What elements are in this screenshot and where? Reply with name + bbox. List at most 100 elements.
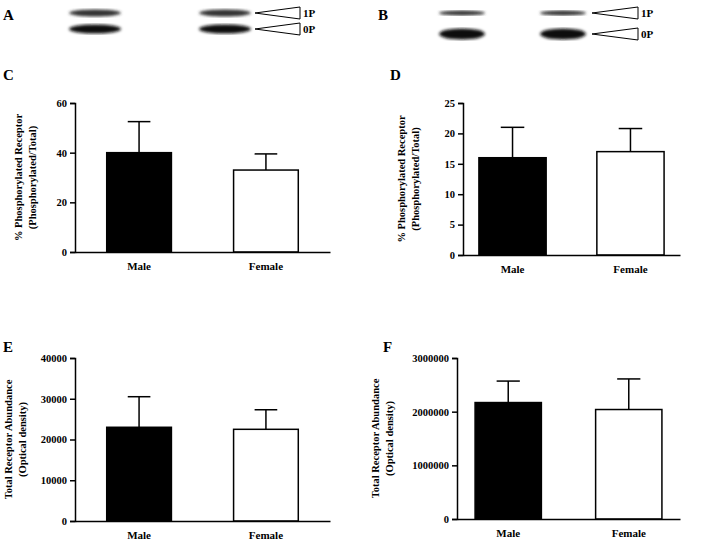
y-tick-label: 60 (57, 98, 68, 109)
error-bar-cap (617, 378, 640, 380)
y-axis: 0 1000000 2000000 3000000 (412, 353, 457, 525)
y-tick: 2000000 (412, 407, 457, 418)
y-tick: 0 (62, 516, 75, 527)
error-bar (501, 127, 525, 157)
axis-line (458, 519, 681, 521)
axis-line (452, 359, 458, 520)
y-tick: 60 (57, 98, 76, 109)
error-bar (255, 154, 278, 170)
plot-marks (479, 127, 664, 255)
y-tick-label: 10000 (41, 475, 67, 486)
y-tick-mark (70, 252, 75, 254)
bar (234, 170, 299, 252)
y-tick: 1000000 (412, 460, 457, 471)
axis-line (70, 104, 76, 253)
y-tick-label: 0 (444, 514, 449, 525)
y-tick: 3000000 (412, 353, 457, 364)
y-tick-label: 40000 (41, 353, 67, 364)
y-tick-mark (458, 255, 463, 257)
x-tick-label: Female (249, 260, 283, 272)
x-axis: Male Female (76, 252, 331, 272)
y-axis: 010000200003000040000 (41, 353, 76, 527)
y-tick: 20 (57, 197, 76, 208)
bar (475, 403, 541, 519)
panel-letter: F (383, 339, 392, 355)
blot-band (199, 25, 251, 34)
y-axis-title: (Optical density) (384, 401, 396, 476)
blot-panel: A1P0P (3, 7, 316, 35)
band-marker (592, 28, 638, 40)
error-bar (128, 397, 151, 428)
y-tick: 25 (445, 98, 464, 109)
x-tick: Male (127, 521, 151, 541)
error-bar-stem (628, 379, 630, 410)
y-tick-mark (70, 358, 75, 360)
y-tick-mark (70, 521, 75, 523)
y-axis-title: % Phosphorylated Receptor (396, 115, 407, 242)
y-tick: 40 (57, 148, 76, 159)
y-tick-label: 15 (445, 159, 456, 170)
y-tick-label: 0 (450, 250, 455, 261)
band-label: 0P (303, 23, 316, 35)
error-bar-stem (630, 129, 632, 152)
bar-chart: E010000200003000040000MaleFemaleTotal Re… (3, 339, 331, 541)
bar (107, 427, 172, 521)
error-bar-stem (507, 381, 509, 402)
error-bar-stem (265, 154, 267, 170)
y-tick-mark (458, 164, 463, 166)
x-tick-label: Male (127, 529, 151, 541)
y-axis-title: Total Receptor Abundance (3, 379, 14, 499)
y-tick-mark (70, 152, 75, 154)
y-tick-mark (70, 399, 75, 401)
x-axis: Male Female (458, 519, 681, 539)
x-tick: Male (496, 519, 520, 539)
error-bar-cap (497, 380, 520, 382)
band-label: 0P (641, 28, 654, 40)
y-tick: 10 (445, 189, 464, 200)
y-tick-label: 30000 (41, 394, 67, 405)
bar (479, 158, 546, 255)
panel-letter: B (378, 7, 388, 23)
error-bar (497, 381, 520, 402)
plot-marks (107, 122, 299, 252)
blot-panel: B 1P 0P (378, 7, 654, 40)
panel-letter: C (3, 67, 14, 83)
y-tick-label: 25 (445, 98, 456, 109)
bar-chart: F0100000020000003000000MaleFemaleTotal R… (370, 339, 681, 539)
error-bar (128, 122, 151, 153)
bar (107, 153, 172, 252)
y-tick: 0 (450, 250, 463, 261)
x-tick: Female (613, 255, 647, 275)
y-tick: 20 (445, 128, 464, 139)
blot-band (439, 29, 485, 40)
blot-band (439, 11, 485, 16)
y-tick-mark (70, 103, 75, 105)
y-tick: 0 (62, 247, 75, 258)
axis-line (464, 255, 681, 257)
x-axis: Male Female (76, 521, 331, 541)
x-tick: Male (127, 252, 151, 272)
error-bar (617, 379, 640, 410)
axis-line (76, 252, 331, 254)
y-tick-mark (452, 411, 457, 413)
y-tick-label: 2000000 (412, 407, 449, 418)
y-tick-mark (458, 103, 463, 105)
x-tick: Female (249, 521, 283, 541)
y-axis-title: (Phosphorylated/Total) (410, 127, 422, 231)
band-label: 1P (641, 7, 654, 19)
y-axis-title: (Optical density) (17, 402, 29, 477)
bar (597, 152, 664, 255)
band-marker (592, 7, 638, 19)
panel-letter: E (3, 339, 13, 355)
panel-letter: D (390, 67, 401, 83)
y-tick-label: 10 (445, 189, 456, 200)
plot-marks (107, 397, 299, 521)
y-tick-label: 20 (57, 197, 68, 208)
y-tick-label: 0 (62, 247, 67, 258)
y-tick: 10000 (41, 475, 75, 486)
y-tick-label: 3000000 (412, 353, 449, 364)
x-tick: Female (612, 519, 646, 539)
error-bar-stem (265, 410, 267, 430)
error-bar-stem (138, 122, 140, 153)
figure: A1P0P B 1P 0P C 0 20 40 60 Male Female % Phosphoryl… (0, 0, 709, 544)
